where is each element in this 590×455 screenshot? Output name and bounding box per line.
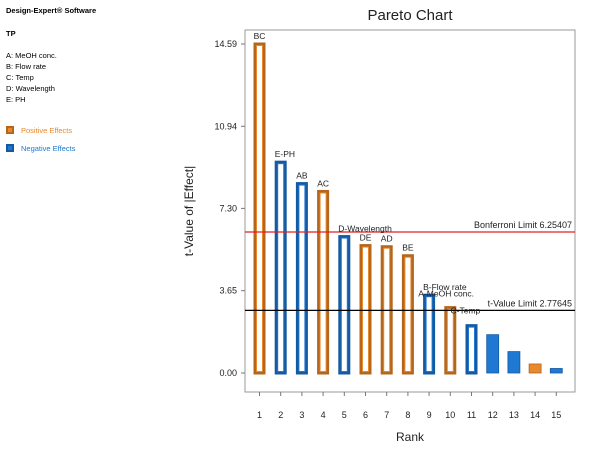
bar [338,235,351,375]
reference-line-label: t-Value Limit 2.77645 [488,298,572,308]
positive-effects-swatch [6,126,14,134]
y-tick-label: 7.30 [219,203,237,213]
bar-inner-edge [425,296,433,372]
y-tick-label: 10.94 [214,121,237,131]
bar-label: A-MeOH conc. [418,289,474,299]
factor-item: C: Temp [6,73,34,82]
x-tick-label: 4 [321,410,326,420]
legend-negative-label: Negative Effects [21,143,76,153]
bar-inner-edge [256,45,263,372]
bar-inner-edge [468,326,475,373]
software-name: Design-Expert® Software [6,6,97,15]
x-tick-label: 8 [405,410,410,420]
x-tick-label: 3 [299,410,304,420]
bar-inner-edge [319,192,327,372]
x-tick-label: 13 [509,410,519,420]
bar [423,293,436,375]
bar [401,254,414,375]
x-tick-label: 2 [278,410,283,420]
factor-item: E: PH [6,95,26,104]
x-tick-label: 9 [427,410,432,420]
x-tick-label: 7 [384,410,389,420]
bar-inner-edge [446,308,454,372]
bar-label: AC [317,178,329,188]
y-tick-label: 0.00 [219,368,237,378]
plot-frame [244,29,576,393]
bar-label: BE [402,243,414,253]
bar-inner-edge [277,163,285,372]
bar [549,368,563,374]
bar [274,160,287,375]
x-tick-label: 10 [445,410,455,420]
x-tick-label: 14 [530,410,540,420]
bar-label: B-Flow rate [423,282,467,292]
y-axis-label: t-Value of |Effect| [182,166,196,257]
bar [507,351,521,374]
reference-line-label: Bonferroni Limit 6.25407 [474,220,572,230]
side-panel: Design-Expert® Software TP A: MeOH conc.… [6,6,176,157]
legend-positive: Positive Effects [6,121,176,139]
bar-label: AB [296,171,308,181]
legend-negative: Negative Effects [6,139,176,157]
bar-inner-edge [340,237,348,372]
x-tick-label: 5 [342,410,347,420]
factor-item: D: Wavelength [6,84,55,93]
bar [253,42,266,375]
bar [486,334,500,374]
bar [317,189,330,375]
bar-label: BC [254,31,266,41]
x-tick-label: 1 [257,410,262,420]
x-tick-label: 6 [363,410,368,420]
y-tick-label: 14.59 [214,39,237,49]
bar-label: E-PH [275,149,295,159]
x-tick-label: 15 [551,410,561,420]
bar-label: AD [381,234,393,244]
y-tick-label: 3.65 [219,286,237,296]
bar-label: D-Wavelength [338,224,392,234]
bar-inner-edge [362,246,369,372]
factor-item: B: Flow rate [6,62,47,71]
bar [295,182,308,375]
bar [528,363,542,374]
x-tick-label: 11 [467,410,476,420]
response-name: TP [6,29,16,38]
factor-list: A: MeOH conc. B: Flow rate C: Temp D: Wa… [6,50,176,105]
bar-label: DE [360,233,372,243]
legend: Positive Effects Negative Effects [6,121,176,157]
x-axis-label: Rank [396,430,425,444]
bar [359,244,372,375]
bar-label: C-Temp [451,306,481,316]
bar-inner-edge [298,184,306,372]
legend-positive-label: Positive Effects [21,125,73,135]
bar [444,306,457,375]
chart-title: Pareto Chart [367,7,453,24]
bar-inner-edge [404,256,412,372]
factor-item: A: MeOH conc. [6,51,57,60]
bar [465,324,478,375]
x-tick-label: 12 [488,410,498,420]
negative-effects-swatch [6,144,14,152]
